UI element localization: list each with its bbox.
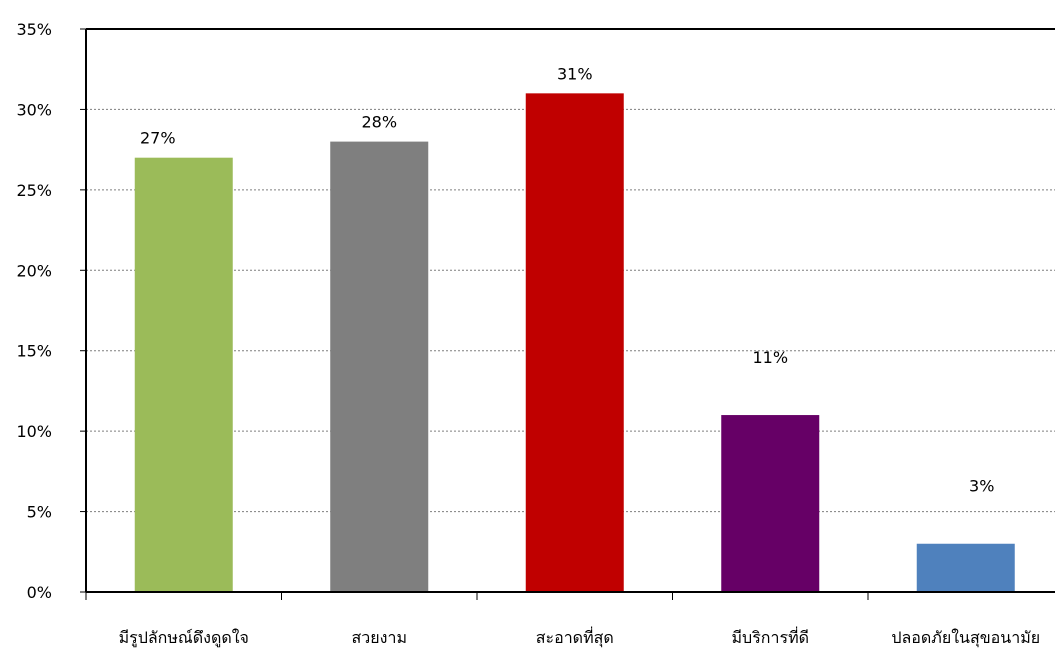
x-category-label: สะอาดที่สุด (536, 626, 614, 648)
y-axis-ticks: 0% 5% 10% 15% 20% 25% 30% 35% (16, 20, 86, 602)
y-tick-label: 35% (16, 20, 52, 39)
bar (134, 157, 233, 592)
data-label: 11% (752, 348, 788, 367)
y-tick-label: 20% (16, 261, 52, 280)
data-label: 27% (140, 129, 176, 148)
y-tick-label: 10% (16, 422, 52, 441)
x-category-label: สวยงาม (352, 628, 407, 647)
bar (330, 141, 429, 592)
x-category-label: ปลอดภัยในสุขอนามัย (891, 628, 1040, 648)
bar (525, 93, 624, 592)
x-category-label: มีรูปลักษณ์ดึงดูดใจ (119, 628, 249, 648)
y-tick-label: 30% (16, 100, 52, 119)
data-labels: 27% 28% 31% 11% 3% (140, 64, 994, 495)
bar (721, 415, 820, 592)
y-tick-label: 0% (27, 583, 52, 602)
y-tick-label: 5% (27, 503, 52, 522)
bar (916, 543, 1015, 592)
data-label: 3% (969, 477, 994, 496)
y-tick-label: 25% (16, 181, 52, 200)
data-label: 31% (557, 64, 593, 83)
data-label: 28% (361, 113, 397, 132)
bars (134, 93, 1015, 592)
y-tick-label: 15% (16, 342, 52, 361)
x-axis-categories: มีรูปลักษณ์ดึงดูดใจ สวยงาม สะอาดที่สุด มีบร… (85, 592, 1040, 648)
x-category-label: มีบริการที่ดี (732, 626, 810, 647)
